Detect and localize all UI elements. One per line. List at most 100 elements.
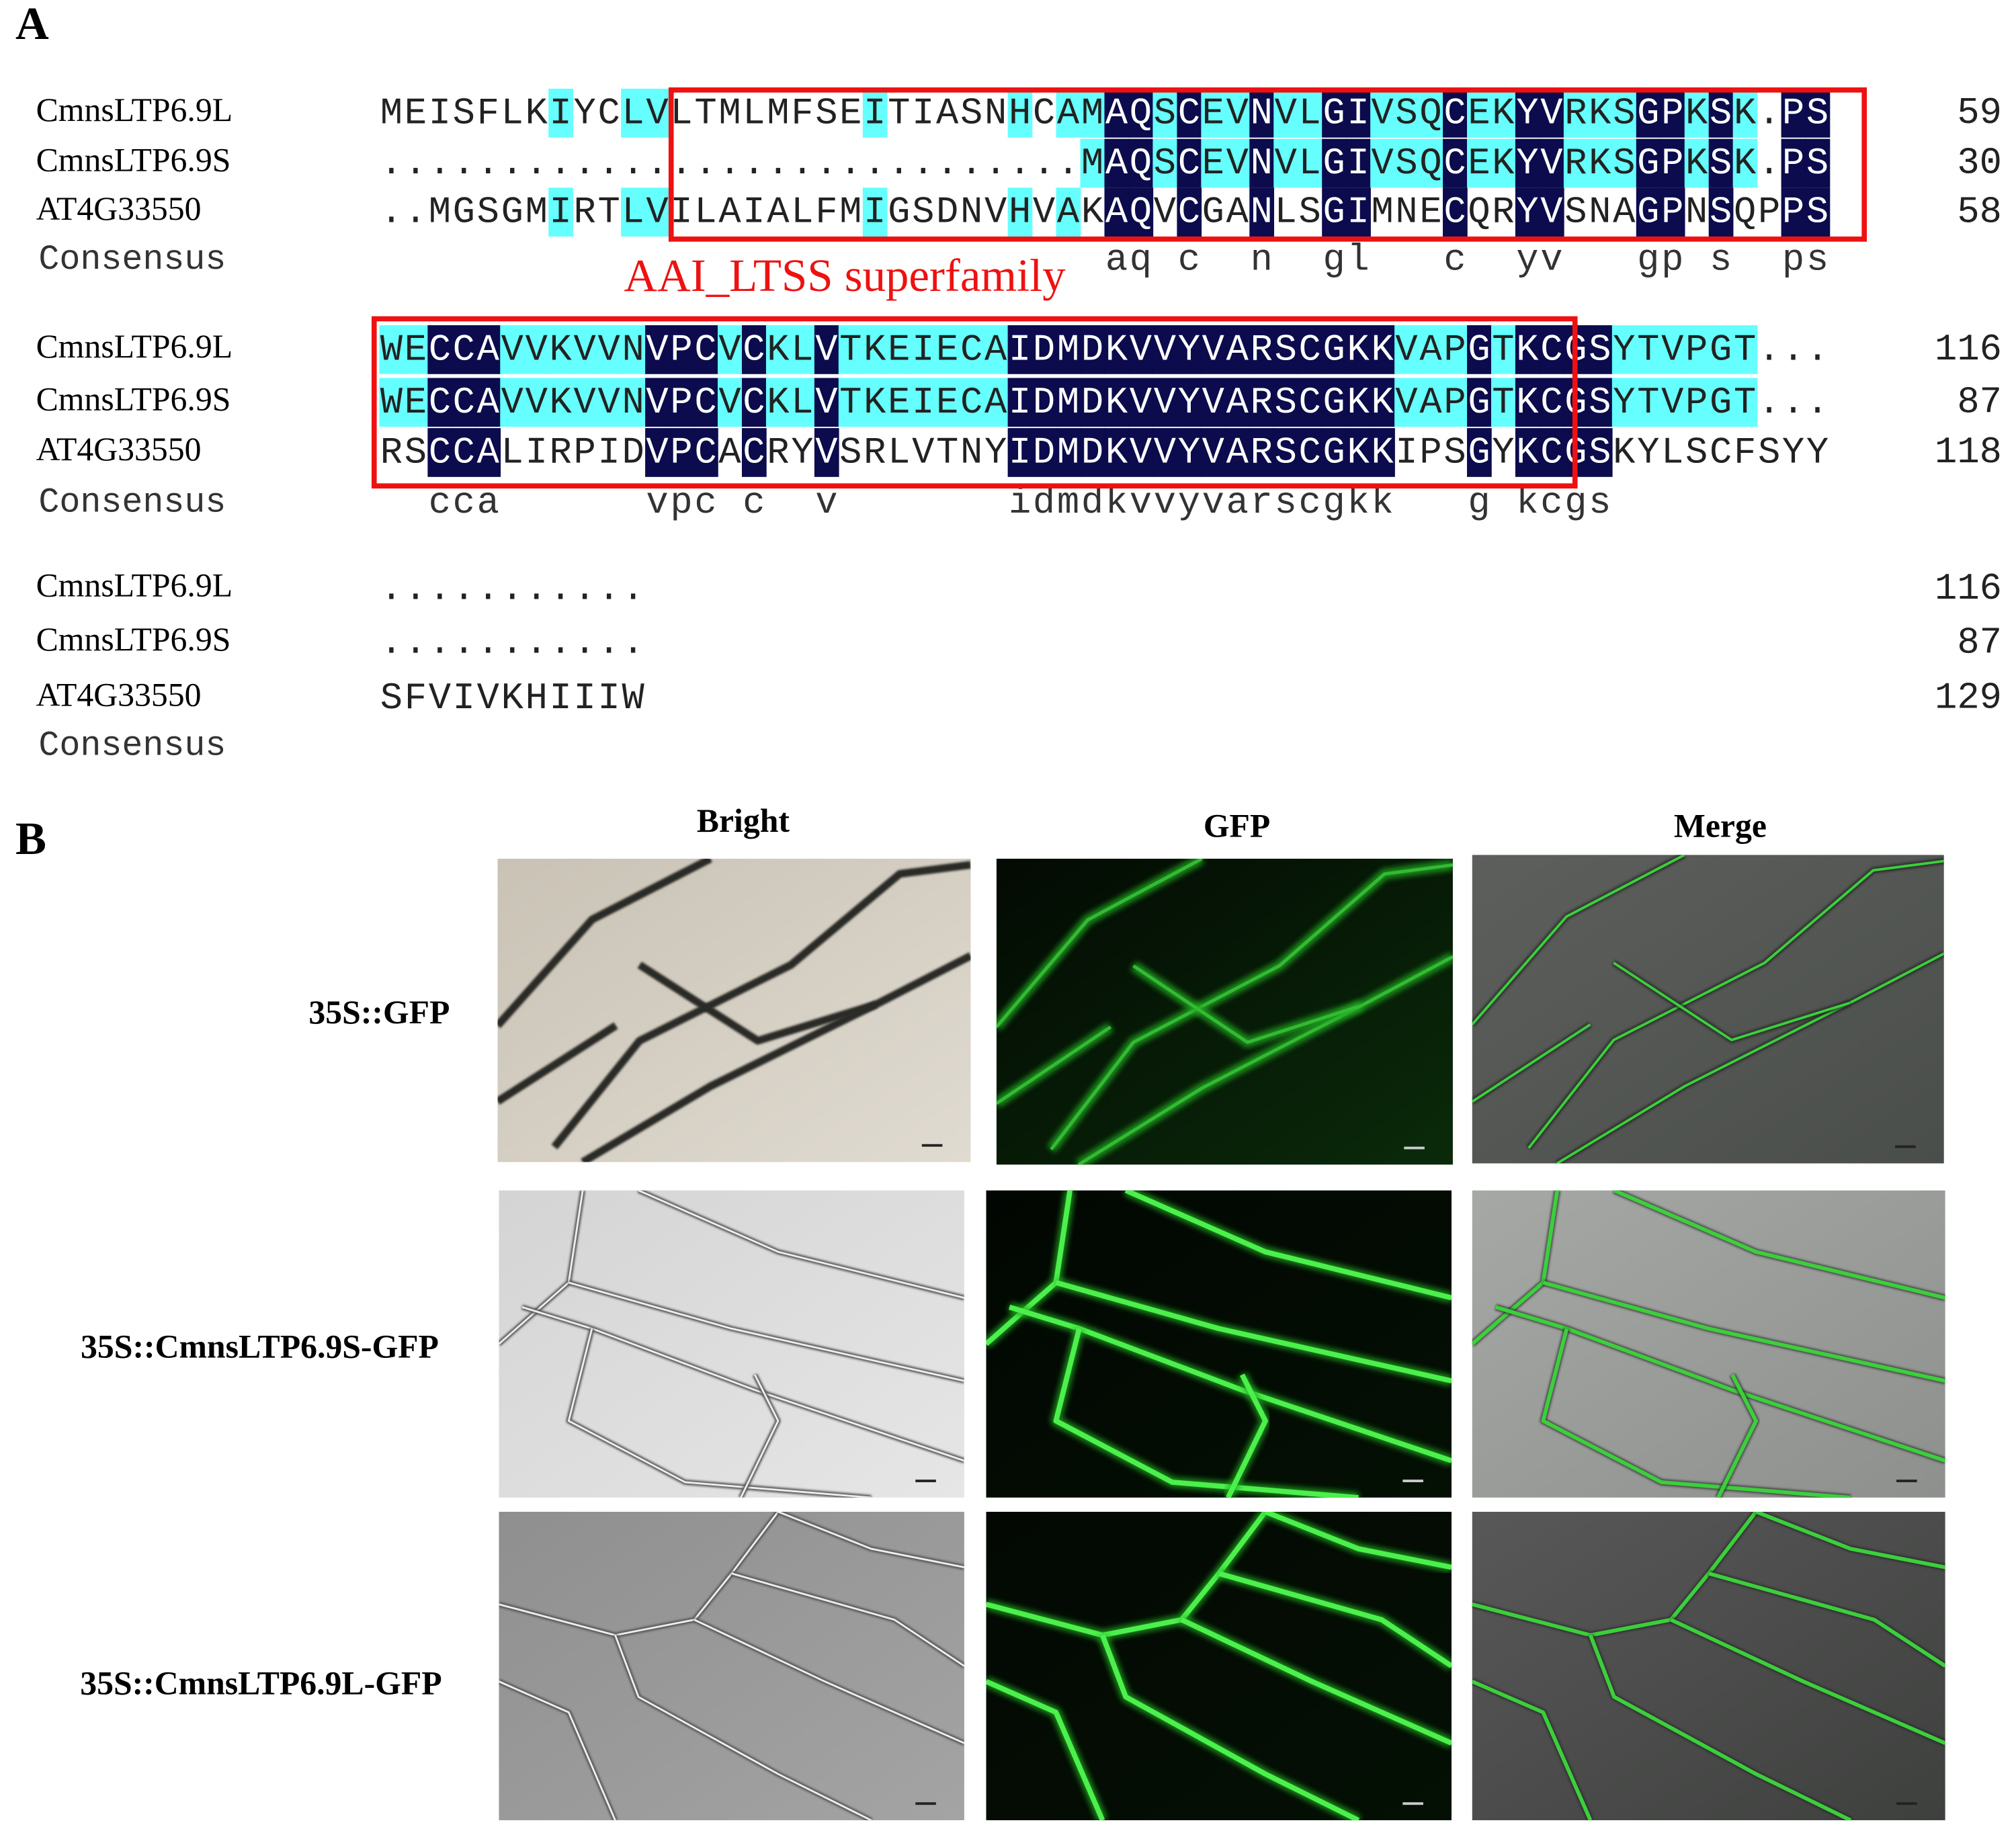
residue-shade [548, 378, 573, 427]
residue-shade [765, 325, 791, 374]
residue-shade [1587, 89, 1613, 138]
residue-shade [669, 378, 694, 427]
gfp-signal [1670, 1618, 1945, 1745]
residue-shade [790, 378, 815, 427]
residue-shade [452, 325, 477, 374]
micrograph-background [497, 859, 971, 1162]
residue-shade [717, 325, 743, 374]
residue-shade [1419, 325, 1443, 374]
residue-shade [862, 325, 888, 374]
scale-bar [1896, 1802, 1917, 1805]
sequence: WECCAVVKVVNVPCVCKLVTKEIECAIDMDKVVYVARSCG… [380, 329, 1829, 371]
sequence: ........... [380, 622, 644, 664]
residue-shade [1249, 325, 1275, 374]
residue-shade [1346, 378, 1371, 427]
residue-shade [983, 325, 1009, 374]
residue-shade [452, 428, 477, 477]
sequence: RSCCALIRPIDVPCACRYVSRLVTNYIDMDKVVYVARSCG… [380, 431, 1829, 474]
micrograph [1472, 1511, 1945, 1821]
micrograph-background [1472, 1190, 1945, 1498]
residue-shade [1104, 89, 1130, 138]
gfp-signal [1264, 1511, 1452, 1570]
residue-shade [1249, 89, 1275, 138]
residue-shade [1805, 187, 1831, 237]
micrograph [996, 859, 1453, 1165]
residue-shade [1732, 325, 1758, 374]
micrograph-background [1472, 1511, 1945, 1821]
sequence-name: CmnsLTP6.9S [36, 621, 231, 658]
residue-shade [379, 378, 405, 427]
residue-shade [838, 378, 864, 427]
residue-shade [1636, 378, 1661, 427]
residue-shade [1080, 325, 1105, 374]
micrograph [1472, 1190, 1945, 1498]
residue-count: 30 [1957, 142, 2002, 185]
residue-shade [1298, 428, 1322, 477]
row-label: 35S::GFP [308, 994, 450, 1031]
residue-shade [1177, 378, 1202, 427]
residue-shade [621, 187, 646, 237]
cell-wall [740, 1374, 780, 1498]
residue-shade [814, 378, 839, 427]
sequence-name: CmnsLTP6.9L [36, 328, 233, 365]
residue-shade [1104, 428, 1130, 477]
scale-bar [1402, 1480, 1423, 1482]
residue-shade [1684, 325, 1710, 374]
residue-shade [790, 325, 815, 374]
residue-shade [403, 378, 429, 427]
residue-shade [1322, 89, 1347, 138]
cell-wall [694, 1619, 964, 1744]
residue-shade [1587, 325, 1613, 374]
residue-shade [1104, 138, 1130, 188]
panel-label: A [15, 0, 49, 49]
domain-annotation: AAI_LTSS superfamily [624, 250, 1066, 301]
scale-bar [1404, 1146, 1425, 1150]
residue-shade [1322, 325, 1347, 374]
residue-shade [1346, 138, 1371, 188]
residue-shade [1636, 138, 1661, 188]
residue-shade [1346, 89, 1371, 138]
micrograph-content [497, 859, 971, 1162]
residue-shade [1490, 138, 1516, 188]
scale-bar [1896, 1480, 1917, 1482]
residue-shade [1805, 89, 1831, 138]
residue-shade [1152, 325, 1178, 374]
residue-shade [1515, 428, 1540, 477]
residue-shade [1177, 325, 1202, 374]
gfp-signal [986, 1190, 1073, 1347]
residue-shade [1322, 138, 1347, 188]
residue-shade [1370, 89, 1395, 138]
residue-shade [1152, 89, 1178, 138]
micrograph-content [996, 859, 1453, 1165]
residue-shade [1298, 325, 1322, 374]
residue-shade [427, 378, 453, 427]
residue-shade [1080, 428, 1105, 477]
sequence-name: AT4G33550 [36, 190, 202, 227]
residue-shade [669, 325, 694, 374]
domain-box [371, 316, 1578, 489]
residue-shade [500, 325, 526, 374]
residue-shade [403, 325, 429, 374]
residue-shade [886, 378, 912, 427]
residue-shade [1201, 138, 1226, 188]
residue-shade [1515, 325, 1540, 374]
residue-shade [694, 428, 718, 477]
micrograph-content [986, 1190, 1452, 1498]
residue-shade [452, 378, 477, 427]
residue-shade [1007, 378, 1033, 427]
consensus: aq c n gl c yv gp s ps [380, 239, 1829, 281]
residue-shade [1587, 428, 1613, 477]
residue-shade [621, 325, 646, 374]
residue-shade [1394, 378, 1419, 427]
residue-shade [1467, 428, 1492, 477]
residue-shade [1515, 138, 1540, 188]
residue-shade [1273, 378, 1299, 427]
residue-count: 59 [1957, 92, 2002, 134]
residue-shade [1490, 378, 1516, 427]
residue-shade [1007, 89, 1033, 138]
cell-wall [614, 1635, 872, 1821]
residue-shade [427, 325, 453, 374]
gfp-signal [1472, 1023, 1591, 1103]
residue-shade [1443, 378, 1468, 427]
